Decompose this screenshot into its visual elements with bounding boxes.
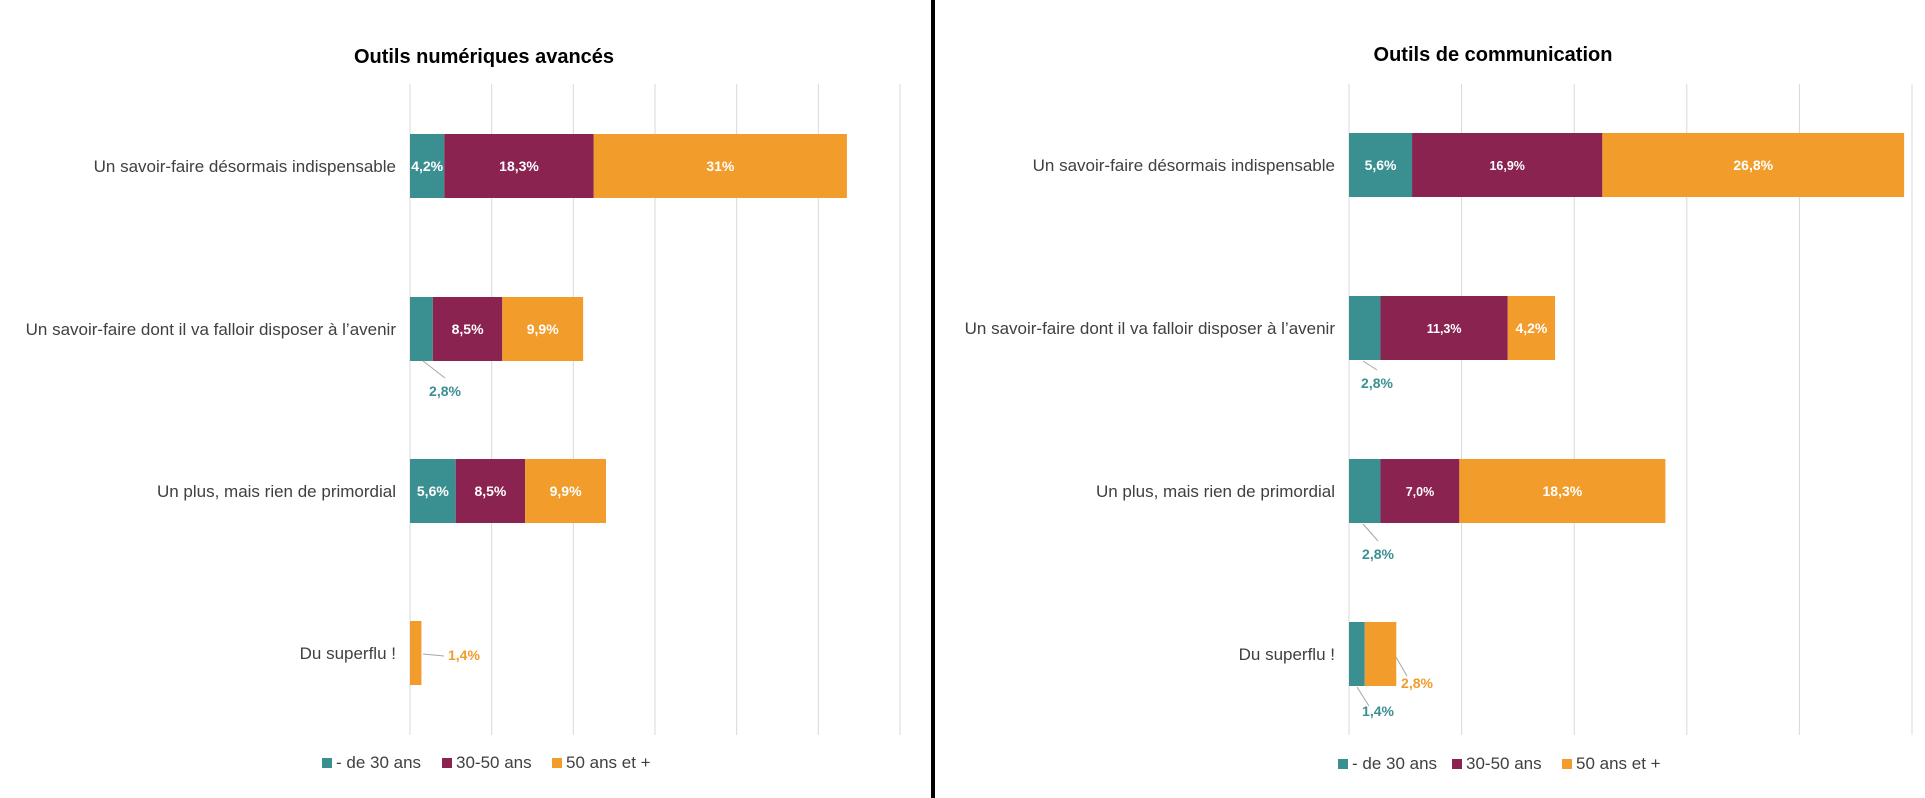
legend-swatch-50-ans-et-plus — [1562, 759, 1572, 769]
category-label: Un plus, mais rien de primordial — [157, 482, 396, 501]
chart-svg-outils-communication: Outils de communication Un savoir-faire d… — [965, 44, 1913, 773]
data-label-moins-de-30-ans: 2,8% — [1362, 546, 1394, 562]
bar-segment-50-ans-et-plus — [502, 297, 584, 361]
data-label-moins-de-30-ans: 2,8% — [429, 383, 461, 399]
bar-segment-50-ans-et-plus — [525, 459, 606, 523]
legend-swatch-moins-de-30-ans — [1338, 759, 1348, 769]
category-label: Un savoir-faire désormais indispensable — [94, 157, 396, 176]
data-label-moins-de-30-ans: 1,4% — [1362, 703, 1394, 719]
chart-panel-outils-communication: Outils de communication Un savoir-faire d… — [935, 0, 1925, 798]
bar-segment-moins-de-30-ans — [410, 459, 456, 523]
data-label-30-50-ans: 7,0% — [1406, 485, 1435, 499]
legend-swatch-30-50-ans — [1452, 759, 1462, 769]
legend-swatch-moins-de-30-ans — [322, 758, 332, 768]
bar-segment-moins-de-30-ans — [1349, 459, 1381, 523]
data-label-50-ans-et-plus: 18,3% — [1543, 483, 1583, 499]
data-label-moins-de-30-ans: 4,2% — [411, 158, 443, 174]
bar-segment-30-50-ans — [444, 134, 594, 198]
data-label-50-ans-et-plus: 9,9% — [550, 483, 582, 499]
data-label-50-ans-et-plus: 2,8% — [1401, 675, 1433, 691]
legend-swatch-30-50-ans — [442, 758, 452, 768]
category-label: Du superflu ! — [1239, 645, 1335, 664]
bar-segment-50-ans-et-plus — [1459, 459, 1666, 523]
bar-segment-moins-de-30-ans — [1349, 296, 1381, 360]
legend-label-30-50-ans: 30-50 ans — [1466, 754, 1542, 773]
chart-title: Outils de communication — [1374, 44, 1613, 66]
legend-label-30-50-ans: 30-50 ans — [456, 753, 532, 772]
bar-segment-moins-de-30-ans — [1349, 622, 1365, 686]
legend-label-moins-de-30-ans: - de 30 ans — [1352, 754, 1437, 773]
legend-label-50-ans-et-plus: 50 ans et + — [1576, 754, 1661, 773]
leader-line — [1395, 656, 1408, 677]
chart-panel-outils-numeriques: Outils numériques avancés Un savoir-faire… — [0, 0, 931, 798]
bar-segment-30-50-ans — [1380, 459, 1460, 523]
panel-divider — [931, 0, 935, 798]
data-label-moins-de-30-ans: 5,6% — [417, 483, 449, 499]
data-label-50-ans-et-plus: 1,4% — [448, 647, 480, 663]
data-label-50-ans-et-plus: 26,8% — [1733, 157, 1773, 173]
category-label: Un savoir-faire désormais indispensable — [1033, 156, 1335, 175]
leader-line — [422, 653, 445, 657]
data-label-30-50-ans: 8,5% — [474, 483, 506, 499]
bar-segment-30-50-ans — [1412, 133, 1603, 197]
bar-segment-moins-de-30-ans — [1349, 133, 1413, 197]
bar-segment-50-ans-et-plus — [1602, 133, 1905, 197]
category-label: Un savoir-faire dont il va falloir dispo… — [26, 320, 397, 339]
data-label-50-ans-et-plus: 9,9% — [527, 321, 559, 337]
bar-segment-50-ans-et-plus — [593, 134, 847, 198]
bar-segment-30-50-ans — [1380, 296, 1508, 360]
bar-segment-50-ans-et-plus — [1364, 622, 1397, 686]
data-label-moins-de-30-ans: 5,6% — [1365, 157, 1397, 173]
bar-segment-30-50-ans — [455, 459, 526, 523]
bar-segment-50-ans-et-plus — [410, 621, 422, 685]
data-label-30-50-ans: 11,3% — [1427, 322, 1462, 336]
leader-line — [422, 360, 446, 379]
category-label: Du superflu ! — [300, 644, 396, 663]
category-label: Un plus, mais rien de primordial — [1096, 482, 1335, 501]
data-label-30-50-ans: 18,3% — [499, 158, 539, 174]
data-label-moins-de-30-ans: 2,8% — [1361, 375, 1393, 391]
chart-svg-outils-numeriques: Outils numériques avancés Un savoir-faire… — [26, 46, 901, 772]
category-label: Un savoir-faire dont il va falloir dispo… — [965, 319, 1336, 338]
leader-line — [1356, 686, 1370, 707]
data-label-30-50-ans: 16,9% — [1489, 159, 1524, 173]
legend-swatch-50-ans-et-plus — [552, 758, 562, 768]
data-label-50-ans-et-plus: 31% — [706, 158, 735, 174]
legend-label-moins-de-30-ans: - de 30 ans — [336, 753, 421, 772]
leader-line — [1362, 360, 1378, 371]
bar-segment-50-ans-et-plus — [1507, 296, 1556, 360]
bar-segment-moins-de-30-ans — [410, 134, 445, 198]
bar-segment-30-50-ans — [432, 297, 503, 361]
legend-label-50-ans-et-plus: 50 ans et + — [566, 753, 651, 772]
data-label-30-50-ans: 8,5% — [452, 321, 484, 337]
data-label-50-ans-et-plus: 4,2% — [1515, 320, 1547, 336]
bar-segment-moins-de-30-ans — [410, 297, 433, 361]
leader-line — [1362, 523, 1379, 542]
chart-title: Outils numériques avancés — [354, 46, 614, 68]
